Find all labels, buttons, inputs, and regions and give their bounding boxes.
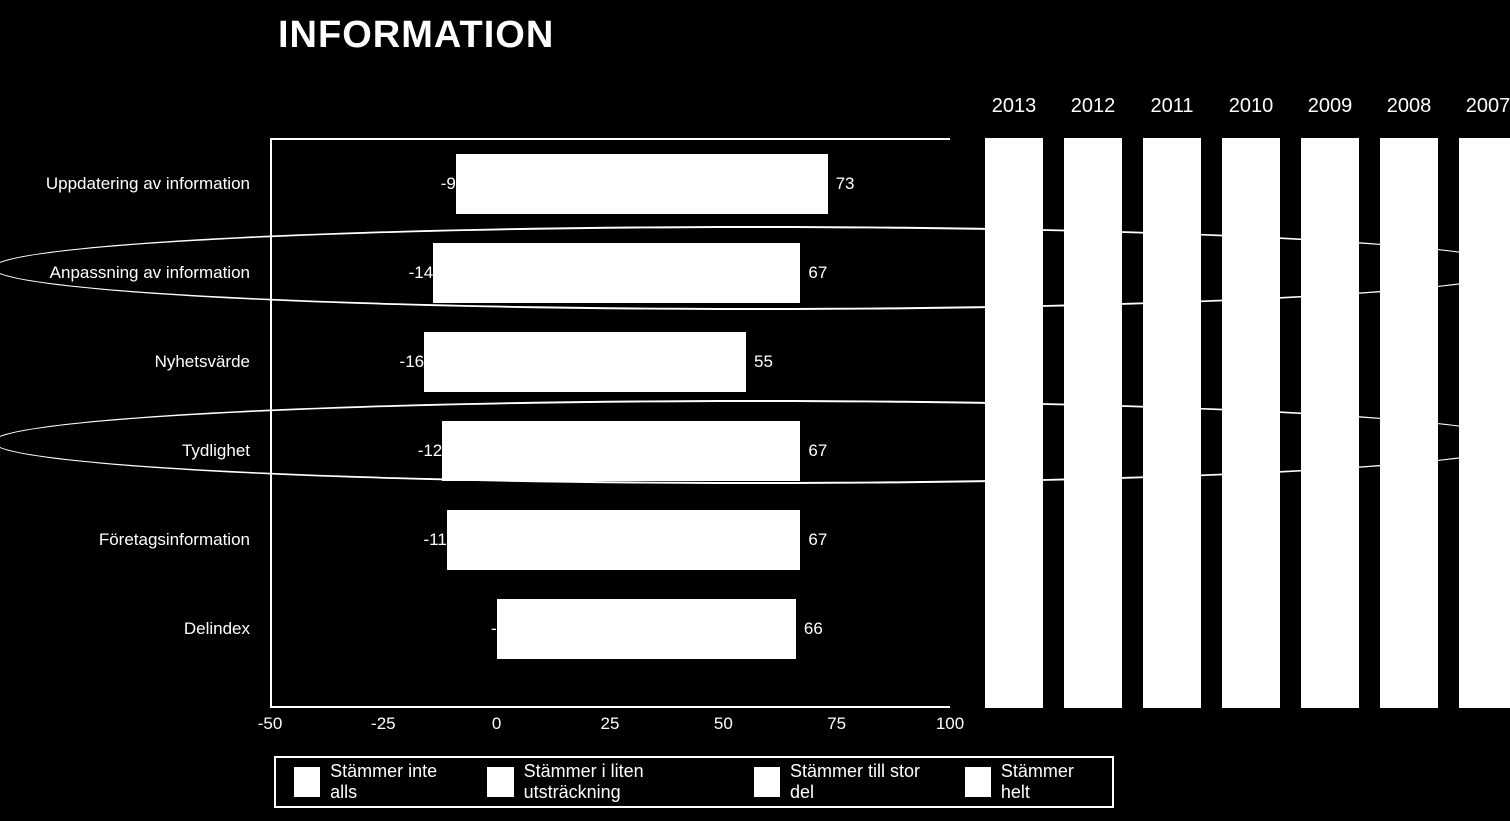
year-column [1301, 138, 1359, 708]
chart-title: INFORMATION [278, 14, 554, 57]
x-tick: 0 [472, 714, 522, 734]
bar-positive [497, 332, 746, 392]
year-column [1064, 138, 1122, 708]
value-label-negative: -12 [402, 441, 442, 461]
value-label-negative: -9 [426, 174, 456, 194]
value-label-positive: 67 [808, 263, 827, 283]
value-label-negative: - [477, 619, 497, 639]
category-label: Tydlighet [0, 441, 250, 461]
legend-label: Stämmer helt [1001, 761, 1094, 803]
year-label: 2010 [1216, 95, 1286, 118]
year-column [1143, 138, 1201, 708]
x-tick: -50 [245, 714, 295, 734]
legend-swatch [487, 767, 513, 797]
legend-label: Stämmer inte alls [330, 761, 451, 803]
legend-swatch [754, 767, 780, 797]
legend-item: Stämmer till stor del [754, 761, 929, 803]
value-label-positive: 55 [754, 352, 773, 372]
x-tick: -25 [358, 714, 408, 734]
value-label-positive: 66 [804, 619, 823, 639]
legend-label: Stämmer i liten utsträckning [524, 761, 718, 803]
bar-positive [497, 599, 796, 659]
bar-positive [497, 510, 801, 570]
value-label-positive: 67 [808, 530, 827, 550]
year-label: 2009 [1295, 95, 1365, 118]
legend-label: Stämmer till stor del [790, 761, 929, 803]
year-column [1222, 138, 1280, 708]
year-column [985, 138, 1043, 708]
year-label: 2011 [1137, 95, 1207, 118]
category-label: Delindex [0, 619, 250, 639]
year-label: 2013 [979, 95, 1049, 118]
year-label: 2007 [1453, 95, 1510, 118]
x-tick: 100 [925, 714, 975, 734]
bar-positive [497, 421, 801, 481]
legend-item: Stämmer inte alls [294, 761, 451, 803]
bar-positive [497, 154, 828, 214]
value-label-positive: 73 [836, 174, 855, 194]
year-label: 2008 [1374, 95, 1444, 118]
category-label: Nyhetsvärde [0, 352, 250, 372]
legend-swatch [294, 767, 320, 797]
value-label-negative: -16 [384, 352, 424, 372]
category-label: Uppdatering av information [0, 174, 250, 194]
bar-negative [424, 332, 497, 392]
value-label-positive: 67 [808, 441, 827, 461]
x-tick: 75 [812, 714, 862, 734]
category-label: Anpassning av information [0, 263, 250, 283]
category-label: Företagsinformation [0, 530, 250, 550]
bar-negative [447, 510, 497, 570]
x-tick: 25 [585, 714, 635, 734]
bar-negative [433, 243, 496, 303]
bar-negative [456, 154, 497, 214]
legend-item: Stämmer i liten utsträckning [487, 761, 717, 803]
legend: Stämmer inte alls Stämmer i liten utsträc… [274, 756, 1114, 808]
value-label-negative: -14 [393, 263, 433, 283]
year-column [1459, 138, 1510, 708]
legend-swatch [965, 767, 991, 797]
bar-negative [442, 421, 496, 481]
bar-positive [497, 243, 801, 303]
x-tick: 50 [698, 714, 748, 734]
year-column [1380, 138, 1438, 708]
value-label-negative: -11 [407, 530, 447, 550]
year-label: 2012 [1058, 95, 1128, 118]
legend-item: Stämmer helt [965, 761, 1094, 803]
